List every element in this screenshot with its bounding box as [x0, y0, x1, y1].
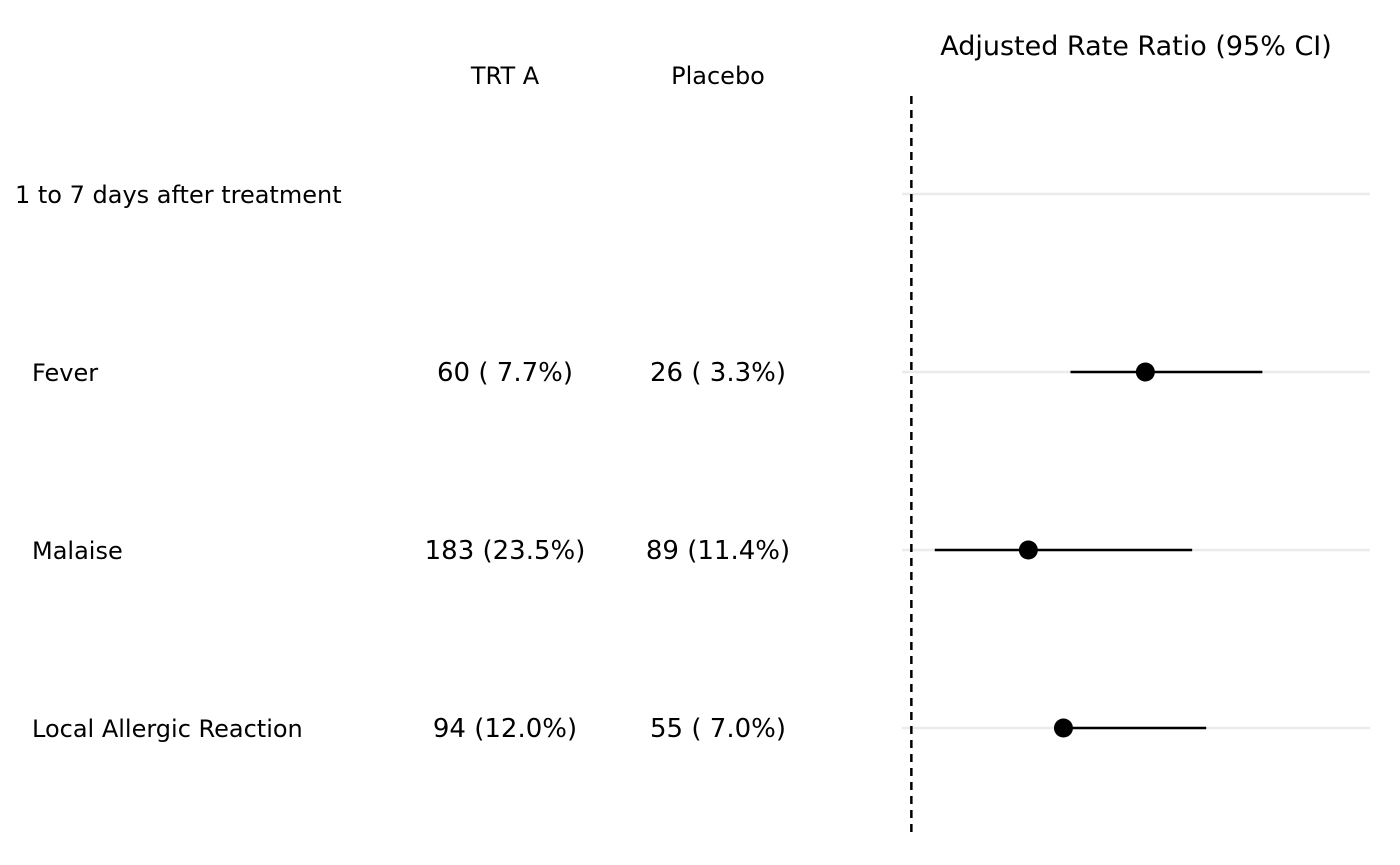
group-label: 1 to 7 days after treatment	[15, 181, 342, 209]
row-label-local-allergic-reaction: Local Allergic Reaction	[32, 715, 303, 743]
point-estimate	[1135, 362, 1155, 382]
chart-title: Adjusted Rate Ratio (95% CI)	[940, 31, 1332, 62]
point-estimate	[1018, 540, 1038, 560]
cell-placebo-local-allergic-reaction: 55 ( 7.0%)	[650, 714, 786, 744]
row-label-fever: Fever	[32, 359, 99, 387]
cell-trt-a-local-allergic-reaction: 94 (12.0%)	[432, 714, 578, 744]
cell-trt-a-malaise: 183 (23.5%)	[424, 536, 586, 566]
column-header-trt-a: TRT A	[470, 62, 540, 90]
cell-trt-a-fever: 60 ( 7.7%)	[437, 358, 573, 388]
row-label-malaise: Malaise	[32, 537, 123, 565]
cell-placebo-fever: 26 ( 3.3%)	[650, 358, 786, 388]
column-header-placebo: Placebo	[671, 62, 765, 90]
cell-placebo-malaise: 89 (11.4%)	[645, 536, 791, 566]
point-estimate	[1053, 718, 1073, 738]
